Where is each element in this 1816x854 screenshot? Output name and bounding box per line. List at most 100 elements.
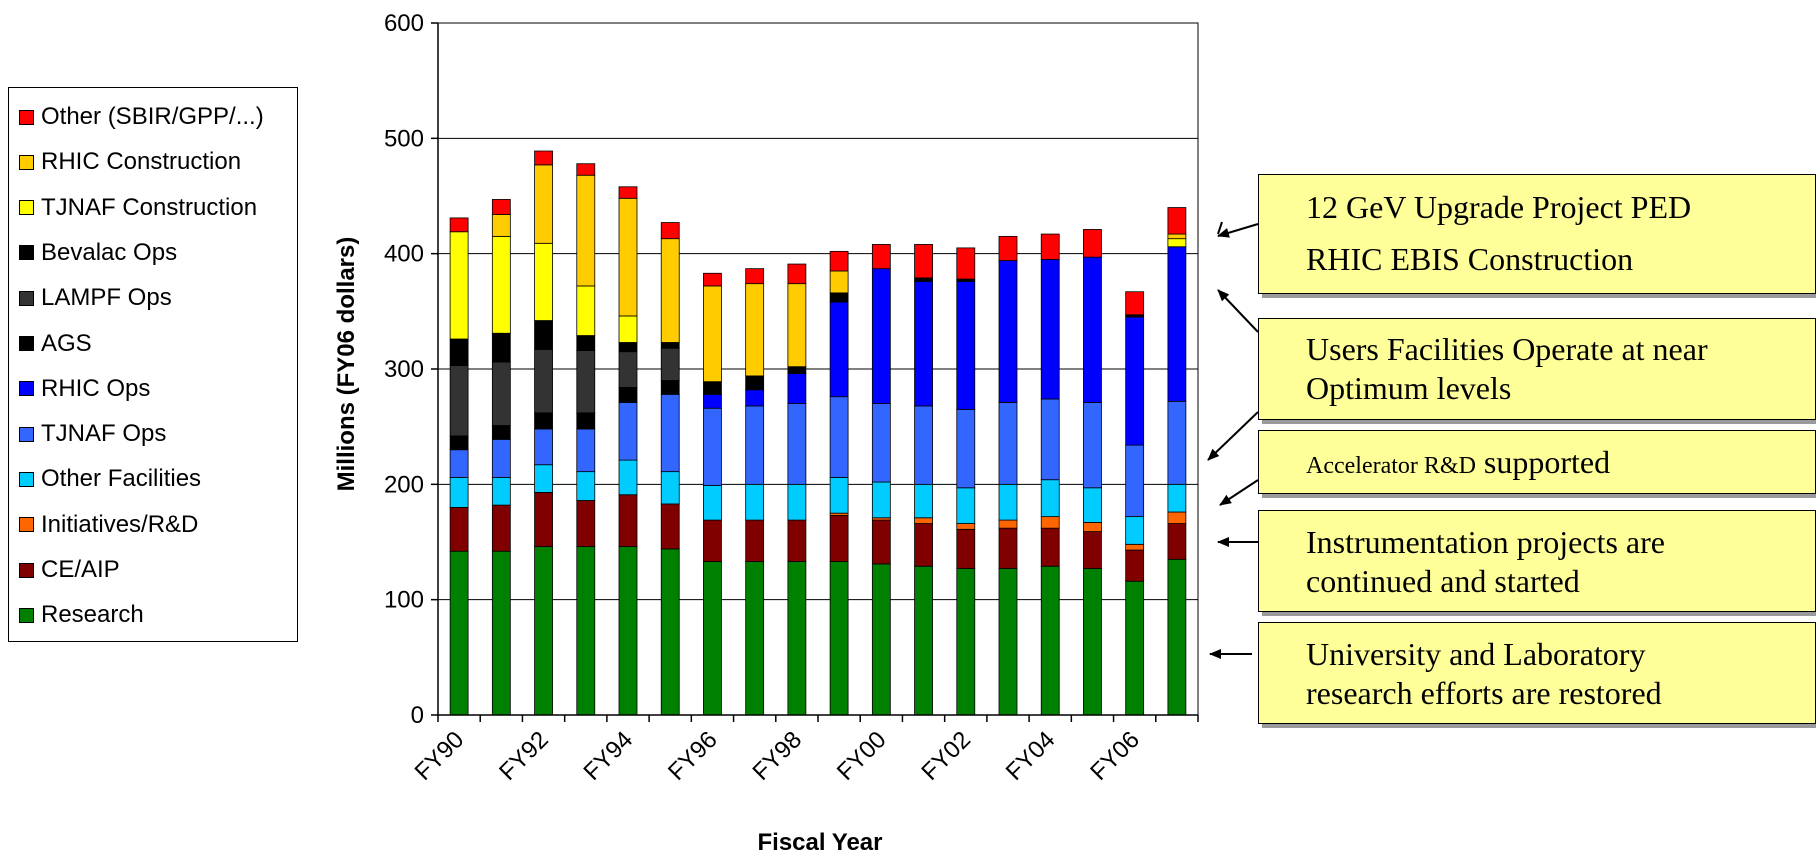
bar-segment-lampf-ops-FY93 [576,350,596,414]
bar-segment-rhic-ops-FY99 [829,301,849,398]
legend-swatch [19,607,34,623]
bar-segment-other-facilities-FY07 [1167,483,1187,513]
bar-segment-tjnaf-ops-FY00 [871,403,891,483]
bar-segment-other-facilities-FY04 [1040,479,1060,518]
callout-arrows [1207,221,1259,659]
bar-segment-ags-FY91 [491,425,511,440]
bar-segment-ags-FY97 [745,375,765,391]
legend-item-tjnaf-ops: TJNAF Ops [19,420,167,448]
x-tick-label: FY04 [1001,726,1061,786]
y-axis-label: Millions (FY06 dollars) [333,237,360,492]
bar-segment-ce-aip-FY94 [618,494,638,548]
bar-segment-lampf-ops-FY91 [491,361,511,426]
bar-stack-FY01 [914,244,933,716]
bar-segment-other-facilities-FY00 [871,481,891,519]
bar-segment-ce-aip-FY90 [449,506,469,552]
bar-segment-rhic-ops-FY98 [787,373,807,405]
legend-label: RHIC Ops [41,374,151,402]
callout-user-facilities: Users Facilities Operate at near Optimum… [1258,318,1816,420]
bar-stack-FY94 [618,186,638,716]
bar-segment-ags-FY92 [534,412,553,430]
bar-stack-FY99 [829,250,849,716]
y-tick-label: 600 [384,10,424,37]
bar-segment-other-sbir-gpp--FY95 [660,222,680,240]
bar-segment-tjnaf-ops-FY02 [956,408,976,489]
callout-accelerator-line: Accelerator R&D supported [1306,443,1610,485]
bar-stack-FY90 [449,217,469,716]
bar-segment-other-sbir-gpp--FY04 [1040,233,1060,260]
bar-segment-other-sbir-gpp--FY92 [534,150,553,166]
axes [431,22,1199,722]
bar-segment-tjnaf-ops-FY91 [491,438,511,478]
bar-segment-research-FY95 [660,548,680,716]
legend-label: Research [41,601,144,629]
callout-12gev-line2: RHIC EBIS Construction [1306,241,1634,277]
bar-segment-research-FY05 [1083,568,1102,716]
bar-segment-rhic-ops-FY97 [745,389,765,407]
bar-segment-lampf-ops-FY95 [660,347,680,381]
bar-segment-other-facilities-FY98 [787,483,807,521]
bar-segment-ce-aip-FY05 [1083,531,1102,569]
legend-item-rhic-ops: RHIC Ops [19,374,151,402]
bar-segment-bevalac-ops-FY91 [491,332,511,363]
bar-segment-other-sbir-gpp--FY99 [829,250,849,272]
callout-user-facilities-line2: Optimum levels [1306,370,1512,406]
bar-segment-tjnaf-ops-FY07 [1167,400,1187,485]
x-tick-label: FY06 [1085,726,1145,786]
bar-segment-other-facilities-FY93 [576,471,596,501]
legend-swatch [19,154,34,170]
bar-segment-ce-aip-FY99 [829,515,849,563]
legend-label: TJNAF Ops [41,420,167,448]
bar-segment-tjnaf-construction-FY91 [491,235,511,334]
x-axis-label: Fiscal Year [758,829,883,854]
bar-segment-initiatives-r-d-FY03 [998,519,1018,529]
bar-segment-rhic-construction-FY92 [534,164,553,244]
bar-segment-other-facilities-FY96 [703,485,722,521]
bar-segment-research-FY03 [998,568,1018,716]
bar-segment-ags-FY98 [787,366,807,375]
bar-segment-rhic-construction-FY07 [1167,233,1187,240]
x-tick-label: FY94 [579,726,639,786]
legend-swatch [19,426,34,442]
callout-12gev-ped: 12 GeV Upgrade Project PED RHIC EBIS Con… [1258,174,1816,294]
bar-segment-research-FY00 [871,563,891,716]
bar-segment-ags-FY99 [829,292,849,303]
bar-segment-other-sbir-gpp--FY96 [703,272,722,287]
x-tick-label: FY00 [832,726,892,786]
bars [449,150,1187,716]
bar-segment-research-FY99 [829,561,849,716]
bar-segment-tjnaf-ops-FY94 [618,402,638,461]
bar-segment-tjnaf-ops-FY97 [745,405,765,485]
bar-segment-tjnaf-ops-FY06 [1125,444,1145,518]
bar-segment-ce-aip-FY07 [1167,523,1187,560]
bar-segment-tjnaf-ops-FY90 [449,449,469,478]
bar-stack-FY96 [703,272,722,716]
bar-segment-ce-aip-FY01 [914,523,933,567]
bar-segment-other-sbir-gpp--FY98 [787,263,807,285]
legend-label: Bevalac Ops [41,238,178,266]
bar-segment-other-facilities-FY03 [998,483,1018,521]
bar-segment-tjnaf-construction-FY07 [1167,238,1187,248]
legend-swatch [19,471,34,487]
legend-item-tjnaf-construction: TJNAF Construction [19,194,257,221]
bar-segment-research-FY93 [576,546,596,716]
legend-item-ags: AGS [19,329,92,357]
bar-segment-other-sbir-gpp--FY93 [576,163,596,176]
bar-segment-tjnaf-ops-FY93 [576,428,596,473]
y-tick-label: 0 [411,702,424,729]
bar-segment-bevalac-ops-FY90 [449,338,469,366]
legend-label: Other Facilities [41,465,202,493]
bar-segment-rhic-ops-FY07 [1167,246,1187,402]
bar-segment-ce-aip-FY04 [1040,527,1060,567]
bar-segment-research-FY04 [1040,565,1060,716]
legend-swatch [19,517,34,533]
legend-label: AGS [41,329,92,357]
bar-segment-other-sbir-gpp--FY91 [491,199,511,215]
bar-segment-other-facilities-FY92 [534,464,553,493]
bar-segment-rhic-construction-FY99 [829,270,849,294]
bar-segment-rhic-construction-FY96 [703,285,722,383]
bar-segment-research-FY06 [1125,580,1145,716]
bar-segment-other-facilities-FY90 [449,477,469,508]
bar-segment-ce-aip-FY06 [1125,549,1145,582]
bar-segment-tjnaf-ops-FY95 [660,393,680,473]
